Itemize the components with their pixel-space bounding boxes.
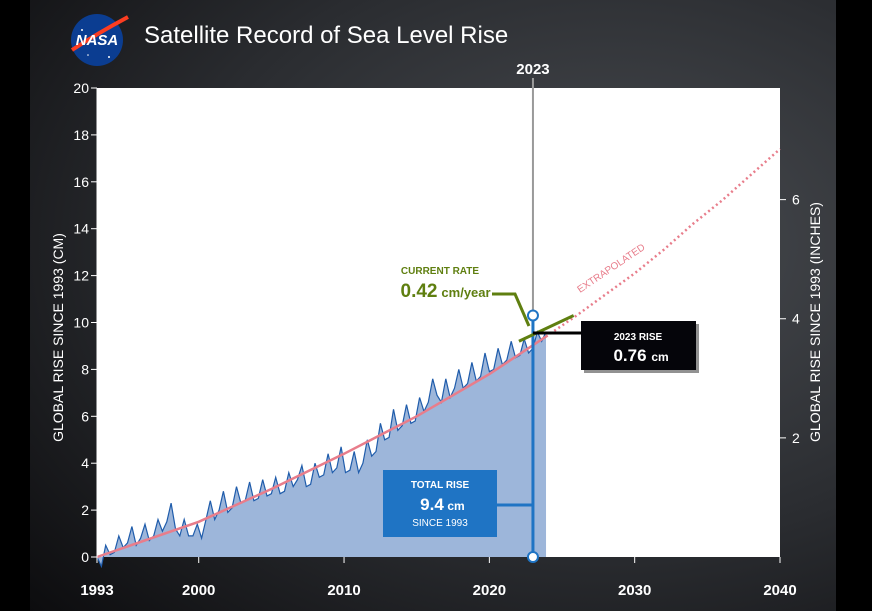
extrapolated-line [545,148,781,338]
nasa-logo: NASA [68,13,130,67]
x-tick-label: 2020 [473,582,506,599]
rate-connector [492,292,531,327]
total-rise-value: 9.4 [420,495,444,514]
x-tick-label: 2040 [763,582,796,599]
current-rate-title: CURRENT RATE [401,266,479,277]
current-rate-unit: cm/year [441,285,490,300]
total-rise-since: SINCE 1993 [412,518,468,529]
trend-line [96,335,547,559]
total-rise-box [383,470,497,537]
y-tick-label-right: 4 [792,311,800,327]
y-tick-label-right: 2 [792,430,800,446]
rise-2023-box [581,321,696,370]
y-tick-label-left: 2 [81,502,89,518]
x-tick-label: 2000 [182,582,215,599]
y-tick-label-left: 0 [81,549,89,565]
nasa-logo-text: NASA [76,32,119,49]
current-rate-value: 0.42 [401,281,438,302]
total-rise-top-dot [526,309,539,322]
page-title: Satellite Record of Sea Level Rise [144,22,509,49]
observed-series-line [96,330,547,569]
total-rise-bottom-dot [526,551,539,563]
y-tick-label-left: 14 [73,221,89,237]
total-rise-unit: cm [447,499,464,513]
x-tick-label: 2030 [618,582,651,599]
y-tick-label-left: 4 [81,455,89,471]
y-tick-label-left: 6 [81,408,89,424]
y-tick-label-left: 16 [73,174,89,190]
y-tick-label-left: 8 [81,361,89,377]
rise-2023-unit: cm [651,350,668,364]
marker-2023-label: 2023 [516,61,549,78]
rate-slope-line [518,314,575,343]
y-tick-label-left: 12 [73,268,89,284]
y-axis-left-title: GLOBAL RISE SINCE 1993 (CM) [50,233,66,442]
rise-2023-value: 0.76 [613,346,646,365]
y-tick-label-left: 10 [73,315,89,331]
y-tick-label-left: 20 [73,80,89,96]
y-tick-label-left: 18 [73,127,89,143]
y-tick-label-right: 6 [792,192,800,208]
x-tick-label: 2010 [327,582,360,599]
rise-2023-title: 2023 RISE [614,332,663,343]
y-axis-right-title: GLOBAL RISE SINCE 1993 (INCHES) [807,202,823,442]
x-tick-label: 1993 [80,582,113,599]
total-rise-title: TOTAL RISE [411,480,470,491]
